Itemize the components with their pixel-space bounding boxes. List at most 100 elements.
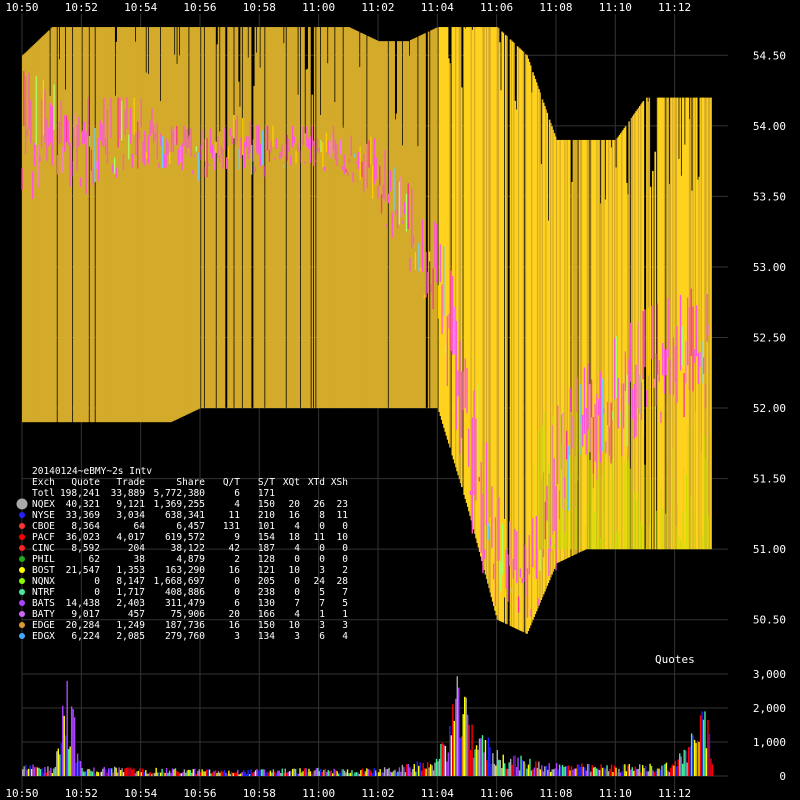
x-tick-label-top: 11:04 (421, 1, 454, 14)
quote-band-bar (134, 41, 137, 423)
quote-volume-bar (30, 768, 33, 776)
quote-band-bar (424, 33, 426, 409)
quote-band-bar (366, 143, 368, 409)
quote-band-bar (349, 27, 352, 409)
quote-volume-bar (532, 769, 534, 776)
quote-volume-bar (198, 769, 200, 776)
quote-band-bar (666, 97, 668, 550)
quote-band-bar (271, 27, 273, 409)
quote-band-bar (496, 27, 499, 620)
quote-band-bar (54, 27, 56, 423)
quote-band-bar (272, 27, 274, 409)
quote-volume-bar (108, 768, 110, 776)
quote-volume-bar (79, 761, 82, 776)
quote-band-bar (235, 27, 238, 409)
x-tick-label-bottom: 11:02 (361, 787, 394, 800)
exchange-color-marker (19, 600, 25, 606)
quote-volume-bar (625, 771, 628, 776)
quote-volume-bar (407, 763, 410, 776)
quote-volume-bar (385, 769, 387, 776)
quote-band-bar (147, 73, 150, 423)
quote-band-bar (70, 27, 73, 423)
quote-volume-bar (400, 771, 402, 776)
quote-volume-bar (515, 766, 518, 776)
quote-band-bar (625, 182, 628, 550)
quote-band-bar (76, 27, 79, 423)
quote-volume-bar (99, 772, 101, 776)
quote-band-bar (624, 126, 627, 550)
quote-volume-bar (504, 763, 506, 776)
quote-band-bar (444, 27, 447, 432)
quote-band-bar (198, 27, 201, 409)
quote-band-bar (236, 27, 239, 409)
quote-band-bar (440, 27, 443, 420)
quote-band-bar (685, 97, 687, 550)
quote-band-bar (360, 32, 362, 409)
table-cell: 38 (134, 554, 146, 565)
quote-volume-bar (588, 764, 590, 776)
quote-volume-bar (481, 735, 484, 776)
quote-volume-bar (375, 770, 377, 776)
quote-band-bar (388, 41, 391, 409)
quote-volume-bar (32, 764, 34, 776)
quote-band-bar (447, 58, 450, 444)
quote-volume-bar (256, 768, 258, 776)
quote-volume-bar (223, 769, 226, 776)
quote-volume-bar (103, 766, 105, 776)
table-cell: 8 (319, 510, 325, 521)
table-cell: 62 (89, 554, 100, 565)
quote-volume-bar (240, 773, 242, 776)
quote-band-bar (601, 139, 603, 550)
quote-band-bar (290, 27, 292, 409)
quote-volume-bar (636, 769, 638, 776)
table-cell: 204 (128, 543, 145, 554)
quote-band-bar (477, 27, 480, 548)
quote-band-bar (255, 52, 258, 409)
quote-band-bar (36, 41, 38, 423)
table-exch-cell: NYSE (32, 510, 55, 521)
quote-volume-bar (478, 738, 481, 776)
quote-volume-bar (373, 768, 375, 776)
quote-volume-bar (585, 770, 588, 776)
x-tick-label-bottom: 11:04 (421, 787, 454, 800)
quote-volume-bar (640, 772, 642, 776)
quote-band-bar (527, 58, 530, 632)
quote-band-bar (291, 27, 293, 409)
quote-band-bar (364, 34, 367, 409)
quote-volume-bar (124, 768, 126, 776)
quote-band-bar (321, 27, 323, 409)
quote-band-bar (347, 27, 349, 409)
quote-volume-bar (208, 769, 211, 776)
quote-volume-bar (54, 766, 57, 776)
table-exch-cell: BATY (32, 609, 55, 620)
quote-band-bar (31, 46, 34, 423)
quote-band-bar (188, 138, 190, 414)
quote-volume-bar (237, 769, 239, 776)
quote-band-bar (281, 27, 284, 409)
quote-volume-bar (225, 772, 227, 776)
quote-volume-bar (354, 772, 356, 776)
table-cell: 0 (294, 587, 300, 598)
quote-volume-bar (696, 740, 699, 776)
quote-band-bar (268, 27, 271, 409)
quote-volume-bar (274, 771, 276, 776)
quote-band-bar (128, 27, 131, 423)
quote-band-bar (154, 27, 157, 423)
quote-band-bar (230, 27, 233, 409)
quote-volume-bar (339, 772, 341, 776)
quote-band-bar (463, 27, 465, 495)
quote-volume-bar (501, 767, 503, 776)
table-exch-cell: PACF (32, 532, 55, 543)
quote-volume-bar (655, 770, 657, 776)
quote-band-bar (356, 31, 359, 409)
quote-band-bar (138, 27, 140, 423)
quote-band-bar (639, 106, 641, 550)
quote-band-bar (302, 27, 304, 409)
x-tick-label-top: 10:58 (243, 1, 276, 14)
quote-volume-bar (65, 735, 67, 776)
quote-band-bar (469, 27, 471, 516)
quote-volume-bar (234, 772, 236, 776)
quote-volume-bar (253, 772, 255, 776)
quote-volume-bar (551, 769, 553, 776)
quote-band-bar (504, 34, 507, 624)
